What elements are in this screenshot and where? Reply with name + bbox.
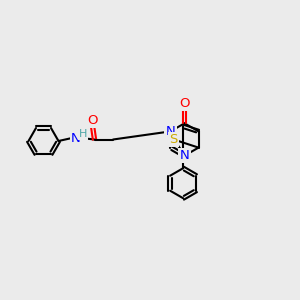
Text: N: N <box>71 131 81 145</box>
Text: N: N <box>180 149 189 162</box>
Text: N: N <box>166 125 175 138</box>
Text: O: O <box>179 97 190 110</box>
Text: S: S <box>169 133 178 146</box>
Text: O: O <box>87 113 97 127</box>
Text: H: H <box>79 129 87 139</box>
